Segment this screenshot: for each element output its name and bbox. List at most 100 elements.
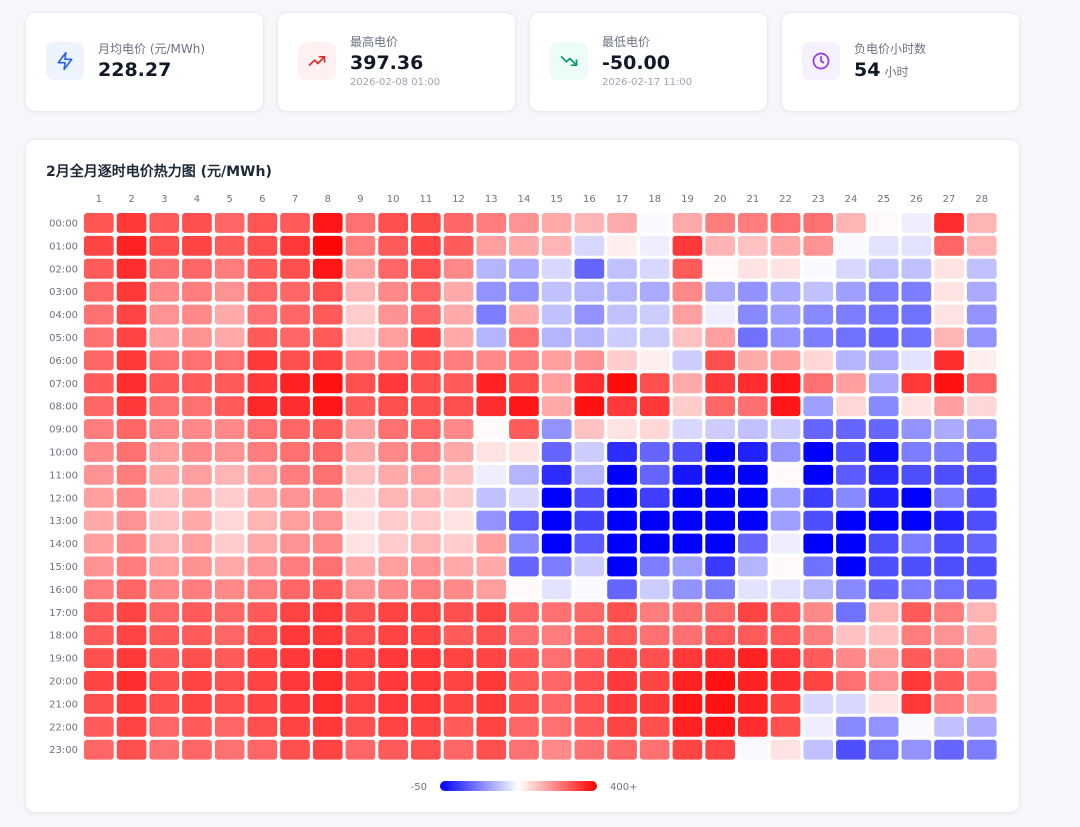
heatmap-cell[interactable] xyxy=(607,648,637,668)
heatmap-cell[interactable] xyxy=(738,625,768,646)
heatmap-cell[interactable] xyxy=(214,625,245,646)
heatmap-cell[interactable] xyxy=(541,716,572,737)
heatmap-cell[interactable] xyxy=(966,350,997,371)
heatmap-cell[interactable] xyxy=(770,625,801,646)
heatmap-cell[interactable] xyxy=(541,235,572,256)
heatmap-cell[interactable] xyxy=(149,327,180,348)
heatmap-cell[interactable] xyxy=(84,327,114,348)
heatmap-cell[interactable] xyxy=(378,350,408,371)
heatmap-cell[interactable] xyxy=(116,350,147,371)
heatmap-cell[interactable] xyxy=(639,442,670,462)
heatmap-cell[interactable] xyxy=(868,350,899,371)
heatmap-cell[interactable] xyxy=(312,487,343,508)
heatmap-cell[interactable] xyxy=(84,258,114,279)
heatmap-cell[interactable] xyxy=(247,739,278,760)
heatmap-cell[interactable] xyxy=(901,625,932,646)
heatmap-cell[interactable] xyxy=(574,442,605,462)
heatmap-cell[interactable] xyxy=(509,396,539,417)
heatmap-cell[interactable] xyxy=(149,602,180,623)
heatmap-cell[interactable] xyxy=(509,510,539,531)
heatmap-cell[interactable] xyxy=(149,716,180,737)
heatmap-cell[interactable] xyxy=(84,464,114,485)
heatmap-cell[interactable] xyxy=(214,693,245,714)
heatmap-cell[interactable] xyxy=(934,464,964,485)
heatmap-cell[interactable] xyxy=(345,396,376,417)
heatmap-cell[interactable] xyxy=(509,602,539,623)
heatmap-cell[interactable] xyxy=(901,464,932,485)
heatmap-cell[interactable] xyxy=(738,350,768,371)
heatmap-cell[interactable] xyxy=(639,648,670,668)
heatmap-cell[interactable] xyxy=(509,487,539,508)
heatmap-cell[interactable] xyxy=(639,419,670,439)
heatmap-cell[interactable] xyxy=(541,579,572,600)
heatmap-cell[interactable] xyxy=(411,235,441,256)
heatmap-cell[interactable] xyxy=(770,533,801,554)
heatmap-cell[interactable] xyxy=(214,442,245,462)
heatmap-cell[interactable] xyxy=(770,716,801,737)
heatmap-cell[interactable] xyxy=(378,327,408,348)
heatmap-cell[interactable] xyxy=(836,556,866,577)
heatmap-cell[interactable] xyxy=(509,556,539,577)
heatmap-cell[interactable] xyxy=(836,235,866,256)
heatmap-cell[interactable] xyxy=(378,304,408,325)
heatmap-cell[interactable] xyxy=(541,258,572,279)
heatmap-cell[interactable] xyxy=(607,327,637,348)
heatmap-cell[interactable] xyxy=(214,579,245,600)
heatmap-cell[interactable] xyxy=(116,327,147,348)
heatmap-cell[interactable] xyxy=(312,671,343,691)
heatmap-cell[interactable] xyxy=(214,258,245,279)
heatmap-cell[interactable] xyxy=(639,304,670,325)
heatmap-cell[interactable] xyxy=(770,464,801,485)
heatmap-cell[interactable] xyxy=(901,487,932,508)
heatmap-cell[interactable] xyxy=(476,602,507,623)
heatmap-cell[interactable] xyxy=(607,442,637,462)
heatmap-cell[interactable] xyxy=(345,648,376,668)
heatmap-cell[interactable] xyxy=(443,304,474,325)
heatmap-cell[interactable] xyxy=(214,487,245,508)
heatmap-cell[interactable] xyxy=(836,350,866,371)
heatmap-cell[interactable] xyxy=(607,373,637,394)
heatmap-cell[interactable] xyxy=(672,693,703,714)
heatmap-cell[interactable] xyxy=(84,739,114,760)
heatmap-cell[interactable] xyxy=(738,373,768,394)
heatmap-cell[interactable] xyxy=(378,510,408,531)
heatmap-cell[interactable] xyxy=(443,442,474,462)
heatmap-cell[interactable] xyxy=(934,281,964,302)
heatmap-cell[interactable] xyxy=(934,304,964,325)
heatmap-cell[interactable] xyxy=(378,648,408,668)
heatmap-cell[interactable] xyxy=(836,281,866,302)
heatmap-cell[interactable] xyxy=(509,533,539,554)
heatmap-cell[interactable] xyxy=(443,739,474,760)
heatmap-cell[interactable] xyxy=(803,487,834,508)
heatmap-cell[interactable] xyxy=(574,648,605,668)
heatmap-cell[interactable] xyxy=(541,419,572,439)
heatmap-cell[interactable] xyxy=(247,533,278,554)
heatmap-cell[interactable] xyxy=(443,648,474,668)
heatmap-cell[interactable] xyxy=(868,304,899,325)
heatmap-cell[interactable] xyxy=(247,579,278,600)
heatmap-cell[interactable] xyxy=(84,671,114,691)
heatmap-cell[interactable] xyxy=(116,579,147,600)
heatmap-cell[interactable] xyxy=(705,533,735,554)
heatmap-cell[interactable] xyxy=(672,213,703,233)
heatmap-cell[interactable] xyxy=(574,671,605,691)
heatmap-cell[interactable] xyxy=(214,350,245,371)
heatmap-cell[interactable] xyxy=(149,419,180,439)
heatmap-cell[interactable] xyxy=(966,442,997,462)
heatmap-cell[interactable] xyxy=(182,625,212,646)
heatmap-cell[interactable] xyxy=(803,579,834,600)
heatmap-cell[interactable] xyxy=(738,235,768,256)
heatmap-cell[interactable] xyxy=(901,327,932,348)
heatmap-cell[interactable] xyxy=(574,464,605,485)
heatmap-cell[interactable] xyxy=(836,419,866,439)
heatmap-cell[interactable] xyxy=(574,716,605,737)
heatmap-cell[interactable] xyxy=(574,625,605,646)
heatmap-cell[interactable] xyxy=(280,510,310,531)
heatmap-cell[interactable] xyxy=(476,716,507,737)
heatmap-cell[interactable] xyxy=(411,213,441,233)
heatmap-cell[interactable] xyxy=(705,464,735,485)
heatmap-cell[interactable] xyxy=(378,373,408,394)
heatmap-cell[interactable] xyxy=(280,350,310,371)
heatmap-cell[interactable] xyxy=(247,556,278,577)
heatmap-cell[interactable] xyxy=(574,373,605,394)
